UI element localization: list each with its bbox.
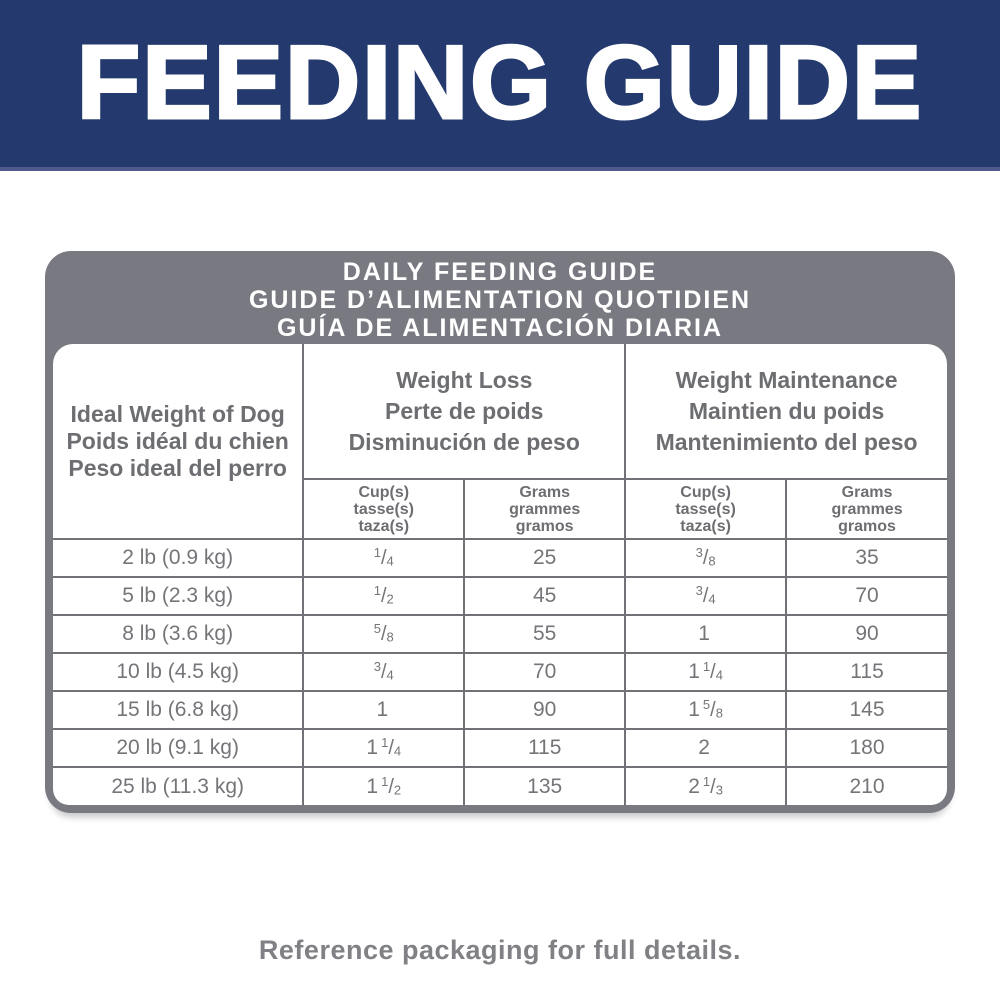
feeding-guide-banner: FEEDING GUIDE bbox=[0, 0, 1000, 171]
dog-weight-cell: 25 lb (11.3 kg) bbox=[53, 766, 305, 805]
table-row: 15 lb (6.8 kg) 1 90 1 5/8 145 bbox=[53, 690, 947, 730]
feeding-table-body-panel: Ideal Weight of Dog Poids idéal du chien… bbox=[53, 344, 947, 805]
table-title-fr: GUIDE D’ALIMENTATION QUOTIDIEN bbox=[248, 285, 752, 314]
maint-grams-cell: 145 bbox=[785, 690, 947, 730]
feeding-table-frame: DAILY FEEDING GUIDE GUIDE D’ALIMENTATION… bbox=[45, 251, 955, 813]
subheader-maint-grams: Grams grammes gramos bbox=[785, 478, 947, 540]
loss-grams-cell: 135 bbox=[463, 766, 627, 805]
table-title-band: DAILY FEEDING GUIDE GUIDE D’ALIMENTATION… bbox=[53, 251, 947, 344]
table-title-es: GUÍA DE ALIMENTACIÓN DIARIA bbox=[276, 313, 724, 342]
maint-grams-cell: 90 bbox=[785, 614, 947, 654]
loss-cups-cell: 3/4 bbox=[302, 652, 466, 692]
loss-cups-cell: 1/4 bbox=[302, 538, 466, 578]
subheader-loss-cups: Cup(s) tasse(s) taza(s) bbox=[303, 478, 466, 540]
loss-grams-cell: 25 bbox=[463, 538, 627, 578]
loss-grams-cell: 70 bbox=[463, 652, 627, 692]
dog-weight-cell: 8 lb (3.6 kg) bbox=[53, 614, 305, 654]
loss-grams-cell: 45 bbox=[463, 576, 627, 616]
dog-weight-cell: 10 lb (4.5 kg) bbox=[53, 652, 305, 692]
table-row: 8 lb (3.6 kg) 5/8 55 1 90 bbox=[53, 614, 947, 654]
table-row: 20 lb (9.1 kg) 1 1/4 115 2 180 bbox=[53, 728, 947, 768]
maint-grams-cell: 180 bbox=[785, 728, 947, 768]
maint-cups-cell: 3/8 bbox=[624, 538, 788, 578]
dog-weight-cell: 5 lb (2.3 kg) bbox=[53, 576, 305, 616]
table-row: 5 lb (2.3 kg) 1/2 45 3/4 70 bbox=[53, 576, 947, 616]
subheader-loss-grams: Grams grammes gramos bbox=[463, 478, 627, 540]
column-header-weight-maintenance: Weight Maintenance Maintien du poids Man… bbox=[624, 344, 947, 480]
maint-cups-cell: 1 1/4 bbox=[624, 652, 788, 692]
loss-grams-cell: 55 bbox=[463, 614, 627, 654]
dog-weight-cell: 15 lb (6.8 kg) bbox=[53, 690, 305, 730]
maint-cups-cell: 1 5/8 bbox=[624, 690, 788, 730]
loss-cups-cell: 1 1/2 bbox=[302, 766, 466, 805]
maint-grams-cell: 115 bbox=[785, 652, 947, 692]
feeding-table-rows: 2 lb (0.9 kg) 1/4 25 3/8 35 5 lb (2.3 kg) 1/2 4… bbox=[53, 538, 947, 805]
feeding-table: Ideal Weight of Dog Poids idéal du chien… bbox=[53, 344, 947, 805]
loss-cups-cell: 1/2 bbox=[302, 576, 466, 616]
loss-grams-cell: 90 bbox=[463, 690, 627, 730]
maint-cups-cell: 1 bbox=[624, 614, 788, 654]
footer-note: Reference packaging for full details. bbox=[258, 935, 742, 965]
loss-cups-cell: 1 bbox=[302, 690, 466, 730]
table-row: 25 lb (11.3 kg) 1 1/2 135 2 1/3 210 bbox=[53, 766, 947, 805]
column-header-weight-loss: Weight Loss Perte de poids Disminución d… bbox=[302, 344, 627, 480]
dog-weight-cell: 20 lb (9.1 kg) bbox=[53, 728, 305, 768]
banner-title: FEEDING GUIDE bbox=[75, 24, 924, 143]
maint-grams-cell: 70 bbox=[785, 576, 947, 616]
maint-grams-cell: 35 bbox=[785, 538, 947, 578]
loss-grams-cell: 115 bbox=[463, 728, 627, 768]
table-row: 2 lb (0.9 kg) 1/4 25 3/8 35 bbox=[53, 538, 947, 578]
maint-cups-cell: 3/4 bbox=[624, 576, 788, 616]
table-row: 10 lb (4.5 kg) 3/4 70 1 1/4 115 bbox=[53, 652, 947, 692]
maint-cups-cell: 2 1/3 bbox=[624, 766, 788, 805]
dog-weight-cell: 2 lb (0.9 kg) bbox=[53, 538, 305, 578]
loss-cups-cell: 5/8 bbox=[302, 614, 466, 654]
maint-cups-cell: 2 bbox=[624, 728, 788, 768]
loss-cups-cell: 1 1/4 bbox=[302, 728, 466, 768]
maint-grams-cell: 210 bbox=[785, 766, 947, 805]
column-header-ideal-weight: Ideal Weight of Dog Poids idéal du chien… bbox=[53, 344, 305, 540]
table-title-en: DAILY FEEDING GUIDE bbox=[342, 257, 658, 286]
subheader-maint-cups: Cup(s) tasse(s) taza(s) bbox=[624, 478, 788, 540]
